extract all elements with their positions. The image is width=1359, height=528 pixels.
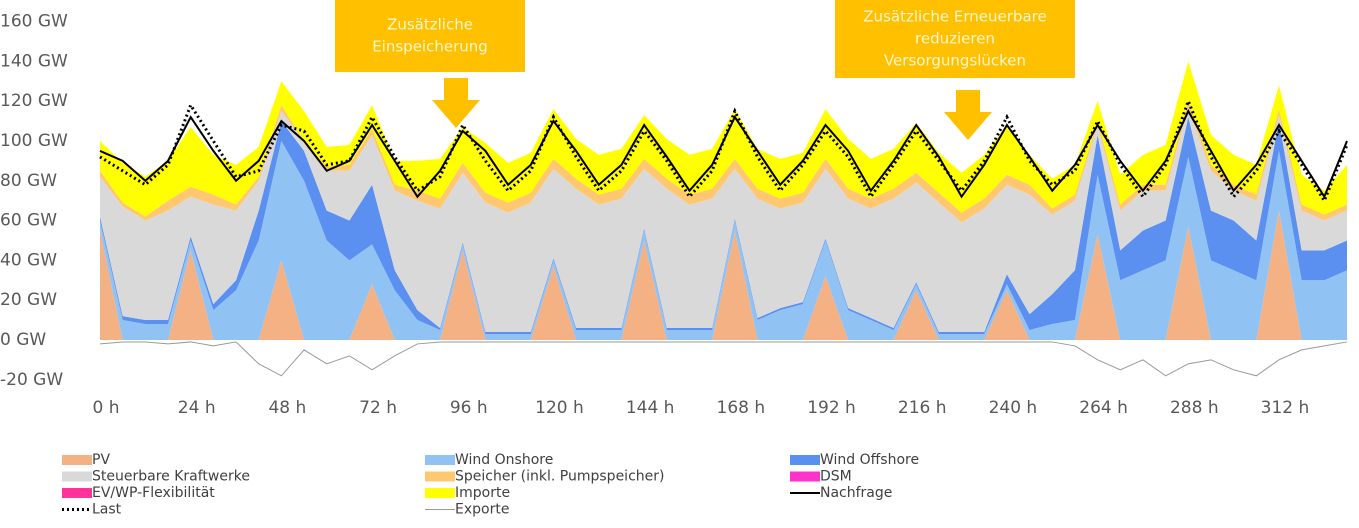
x-tick-label: 144 h (626, 398, 675, 418)
x-tick-label: 240 h (989, 398, 1038, 418)
x-tick-label: 96 h (450, 398, 488, 418)
legend-swatch (425, 455, 455, 465)
annotation-text: Einspeicherung (372, 38, 488, 56)
annotation-text: Zusätzliche Erneuerbare (863, 8, 1046, 26)
legend-swatch (62, 471, 92, 482)
legend-label: Wind Offshore (820, 452, 919, 468)
x-tick-label: 72 h (359, 398, 397, 418)
y-tick-label: 120 GW (0, 91, 68, 111)
annotation-box (335, 0, 525, 72)
y-tick-label: 160 GW (0, 12, 68, 32)
legend-label: EV/WP-Flexibilität (92, 485, 215, 501)
legend-swatch (790, 455, 820, 465)
x-tick-label: 24 h (178, 398, 216, 418)
legend-label: Speicher (inkl. Pumpspeicher) (455, 469, 664, 485)
x-tick-label: 48 h (268, 398, 306, 418)
annotation-box (835, 0, 1075, 78)
annotation-text: Zusätzliche (387, 16, 473, 34)
y-tick-label: 140 GW (0, 51, 68, 71)
area (100, 210, 1347, 340)
area (100, 140, 1347, 340)
y-tick-label: 100 GW (0, 131, 68, 151)
area (100, 101, 1347, 223)
legend-label: PV (92, 452, 110, 468)
x-tick-label: 312 h (1261, 398, 1310, 418)
legend-swatch (790, 471, 820, 482)
annotation-text: reduzieren (915, 30, 995, 48)
line (99, 341, 1348, 377)
legend-swatch (425, 471, 455, 482)
area (100, 107, 1347, 332)
legend-label: Importe (455, 485, 510, 501)
x-tick-label: 192 h (807, 398, 856, 418)
line (99, 108, 1348, 199)
x-tick-label: 288 h (1170, 398, 1219, 418)
y-tick-label: 80 GW (0, 171, 57, 191)
legend-label: Last (92, 502, 122, 518)
line (99, 96, 1349, 204)
y-tick-label: -20 GW (0, 370, 63, 390)
legend-swatch (425, 488, 455, 498)
x-tick-label: 264 h (1079, 398, 1128, 418)
area (100, 117, 1347, 334)
x-tick-label: 168 h (717, 398, 766, 418)
legend-label: DSM (820, 469, 852, 485)
y-tick-label: 0 GW (0, 330, 46, 350)
annotation-arrow (432, 78, 480, 128)
legend-label: Wind Onshore (455, 452, 553, 468)
legend-label: Exporte (455, 502, 509, 518)
y-tick-label: 60 GW (0, 211, 57, 231)
annotation-text: Versorgungslücken (884, 52, 1026, 70)
y-tick-label: 20 GW (0, 290, 57, 310)
legend-label: Nachfrage (820, 485, 892, 501)
legend-swatch (62, 455, 92, 465)
x-tick-label: 216 h (898, 398, 947, 418)
x-tick-label: 0 h (93, 398, 120, 418)
legend-label: Steuerbare Kraftwerke (92, 469, 250, 485)
legend-swatch (62, 488, 92, 498)
y-tick-label: 40 GW (0, 250, 57, 270)
annotation-arrow (944, 90, 992, 140)
x-tick-label: 120 h (535, 398, 584, 418)
